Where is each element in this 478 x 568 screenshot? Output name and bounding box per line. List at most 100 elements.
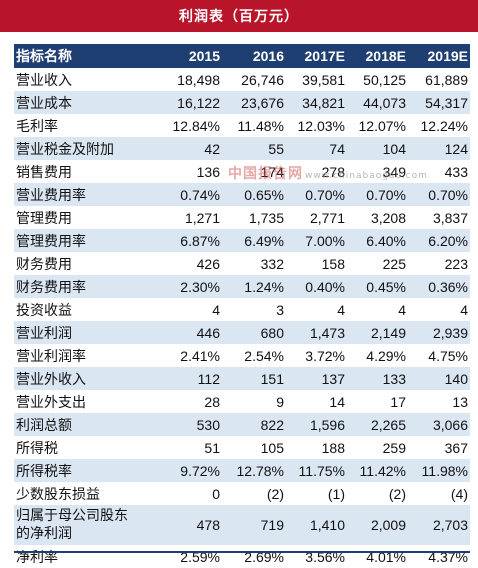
table-row: 财务费用率 2.30% 1.24% 0.40% 0.45% 0.36% [14,275,470,298]
header-2019e: 2019E [427,48,468,64]
row-value: 54,317 [425,94,468,111]
row-value: 822 [260,416,284,433]
income-statement-table: 指标名称 2015 2016 2017E 2018E 2019E 营业收入 18,… [14,44,470,568]
row-value: 0.70% [428,186,468,203]
row-label: 营业收入 [16,72,72,89]
row-label: 归属于母公司股东的净利润 [16,508,128,542]
row-value: 0.36% [428,278,468,295]
row-value: 105 [260,439,284,456]
table-row: 营业收入 18,498 26,746 39,581 50,125 61,889 [14,68,470,91]
row-value: 158 [321,255,345,272]
row-value: 367 [444,439,468,456]
row-value: 2,149 [370,324,406,341]
table-body: 营业收入 18,498 26,746 39,581 50,125 61,889 营业成本 16… [14,68,470,568]
row-value: 719 [260,517,284,533]
table-row: 营业利润率 2.41% 2.54% 3.72% 4.29% 4.75% [14,344,470,367]
row-value: 9.72% [180,462,220,479]
row-value: 7.00% [305,232,345,249]
row-label: 净利率 [16,549,58,566]
table-row: 所得税 51 105 188 259 367 [14,436,470,459]
row-value: 137 [321,370,345,387]
row-value: 4 [398,301,406,318]
row-value: 0.70% [305,186,345,203]
row-value: 2.41% [180,347,220,364]
row-value: 17 [390,393,406,410]
table-row: 利润总额 530 822 1,596 2,265 3,066 [14,413,470,436]
row-value: 14 [329,393,345,410]
row-value: 2.54% [244,347,284,364]
row-label: 投资收益 [16,302,72,319]
header-2018e: 2018E [365,48,406,64]
row-value: 4 [337,301,345,318]
row-value: 1,410 [309,517,345,533]
row-value: 74 [329,140,345,157]
table-row: 净利率 2.59% 2.69% 3.56% 4.01% 4.37% [14,545,470,568]
row-value: 12.07% [358,117,406,134]
row-value: 13 [452,393,468,410]
row-value: 0.70% [366,186,406,203]
row-value: 6.40% [366,232,406,249]
row-value: 426 [196,255,220,272]
row-value: 44,073 [363,94,406,111]
row-value: 124 [444,140,468,157]
row-label: 利润总额 [16,417,72,434]
row-value: 26,746 [241,71,284,88]
row-label: 营业成本 [16,95,72,112]
row-value: 0.40% [305,278,345,295]
row-value: 2,703 [432,517,468,533]
header-2016: 2016 [252,48,284,64]
row-value: 188 [321,439,345,456]
table-row: 毛利率 12.84% 11.48% 12.03% 12.07% 12.24% [14,114,470,137]
row-value: 34,821 [302,94,345,111]
row-value: 12.03% [297,117,345,134]
header-2017e: 2017E [304,48,345,64]
row-value: (2) [388,485,406,502]
row-value: 174 [260,163,284,180]
row-value: 11.98% [421,462,468,479]
row-label: 毛利率 [16,118,58,135]
row-label: 所得税 [16,440,58,457]
row-value: 12.78% [236,462,284,479]
row-value: 3 [276,301,284,318]
row-value: 4 [460,301,468,318]
row-value: 3,837 [432,209,468,226]
table-row: 营业利润 446 680 1,473 2,149 2,939 [14,321,470,344]
row-value: 1.24% [244,278,284,295]
row-value: 4 [212,301,220,318]
table-row: 管理费用 1,271 1,735 2,771 3,208 3,837 [14,206,470,229]
row-label: 营业费用率 [16,187,86,204]
row-value: 433 [444,163,468,180]
row-value: 223 [444,255,468,272]
row-value: 133 [382,370,406,387]
row-value: 349 [382,163,406,180]
row-value: 0.65% [244,186,284,203]
row-label: 营业外收入 [16,371,86,388]
row-value: 11.75% [298,462,345,479]
row-value: 3.72% [305,347,345,364]
row-value: 0.74% [180,186,220,203]
watermark-main: 中国报告网 [228,166,303,182]
table-row: 销售费用 136 174 278 349 433 [14,160,470,183]
row-value: 4.75% [428,347,468,364]
watermark: 中国报告网 www.chinabaogao.com [228,163,428,183]
row-value: 6.49% [244,232,284,249]
row-value: 1,596 [309,416,345,433]
row-label: 营业税金及附加 [16,141,114,158]
row-value: 23,676 [241,94,284,111]
table-row: 归属于母公司股东的净利润 478 719 1,410 2,009 2,703 [14,505,470,545]
row-value: 2,265 [370,416,406,433]
table-row: 少数股东损益 0 (2) (1) (2) (4) [14,482,470,505]
row-value: 478 [196,517,220,533]
row-value: 140 [444,370,468,387]
table-row: 营业费用率 0.74% 0.65% 0.70% 0.70% 0.70% [14,183,470,206]
row-value: 6.87% [180,232,220,249]
row-value: (4) [450,485,468,502]
row-value: 278 [321,163,345,180]
row-value: 530 [196,416,220,433]
row-value: 136 [196,163,220,180]
row-value: 28 [204,393,220,410]
row-value: 680 [260,324,284,341]
row-value: 225 [382,255,406,272]
table-row: 管理费用率 6.87% 6.49% 7.00% 6.40% 6.20% [14,229,470,252]
row-label: 营业利润 [16,325,72,342]
